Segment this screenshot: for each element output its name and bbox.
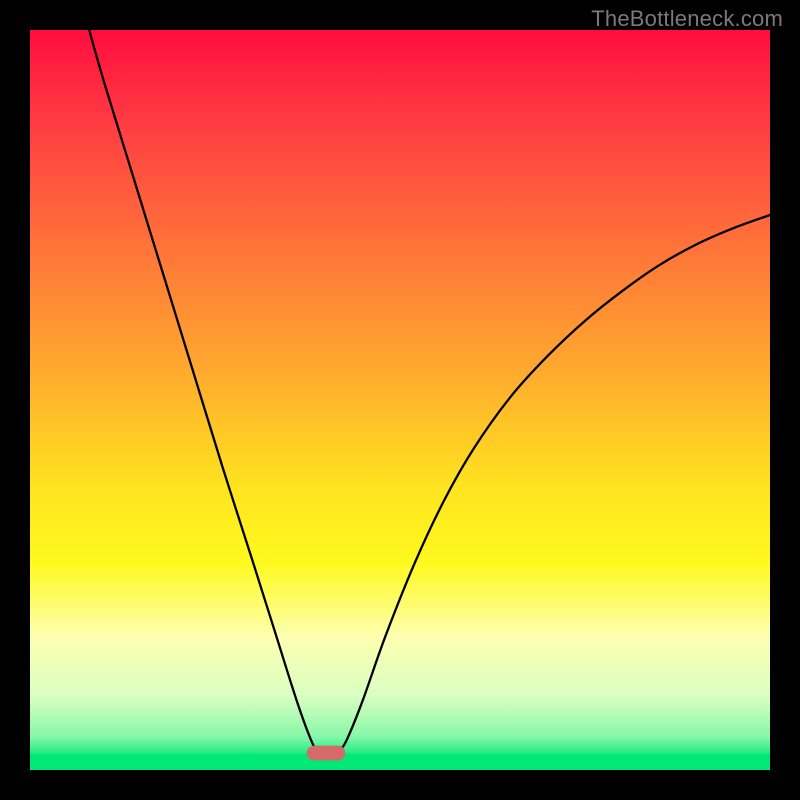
green-baseline-strip (30, 754, 770, 770)
optimal-point-marker (307, 746, 345, 761)
plot-background (30, 30, 770, 770)
watermark-text: TheBottleneck.com (591, 6, 783, 32)
figure-root: TheBottleneck.com (0, 0, 800, 800)
figure-svg (0, 0, 800, 800)
